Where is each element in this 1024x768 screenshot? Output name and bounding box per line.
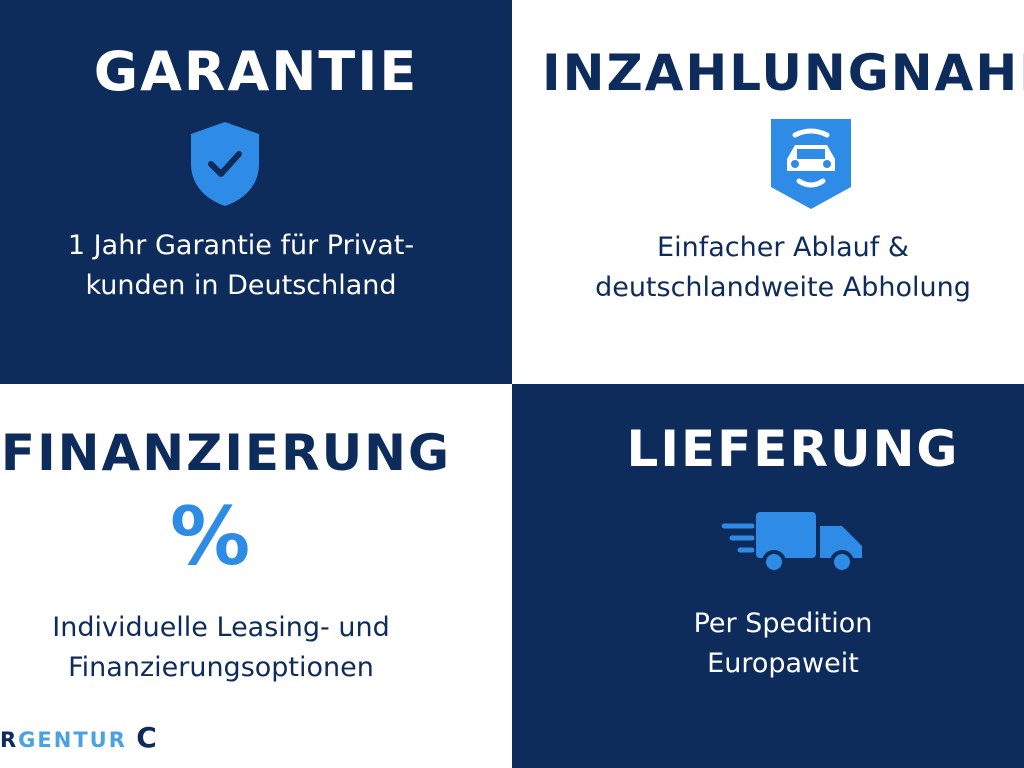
tile-text-2: Europaweit [707, 648, 859, 679]
percent-icon: % [170, 490, 251, 583]
tile-text-1: Per Spedition [693, 608, 873, 639]
tile-title: FINANZIERUNG [0, 424, 452, 482]
tile-title: LIEFERUNG [626, 420, 960, 478]
car-badge-icon [771, 119, 851, 209]
brand-logo: RGENTUR C [0, 721, 159, 754]
logo-mark-icon: C [136, 721, 159, 754]
tile-text-2: deutschlandweite Abholung [595, 272, 971, 303]
tile-text-2: kunden in Deutschland [85, 270, 397, 301]
delivery-truck-icon [722, 512, 862, 574]
tile-lieferung: LIEFERUNG Per Spedition Europaweit [512, 384, 1024, 768]
shield-check-icon [191, 122, 259, 206]
tile-title: GARANTIE [93, 40, 419, 103]
tile-garantie: GARANTIE 1 Jahr Garantie für Privat- kun… [0, 0, 512, 384]
tile-text-1: Einfacher Ablauf & [657, 232, 909, 263]
tile-text-1: 1 Jahr Garantie für Privat- [67, 230, 415, 261]
tile-title: INZAHLUNGNAHME [542, 44, 1024, 102]
tile-finanzierung: FINANZIERUNG % Individuelle Leasing- und… [0, 384, 512, 768]
tile-inzahlungnahme: INZAHLUNGNAHME Einfacher Ablauf & deutsc… [512, 0, 1024, 384]
tile-text-1: Individuelle Leasing- und [52, 612, 390, 643]
tile-text-2: Finanzierungsoptionen [68, 652, 374, 683]
